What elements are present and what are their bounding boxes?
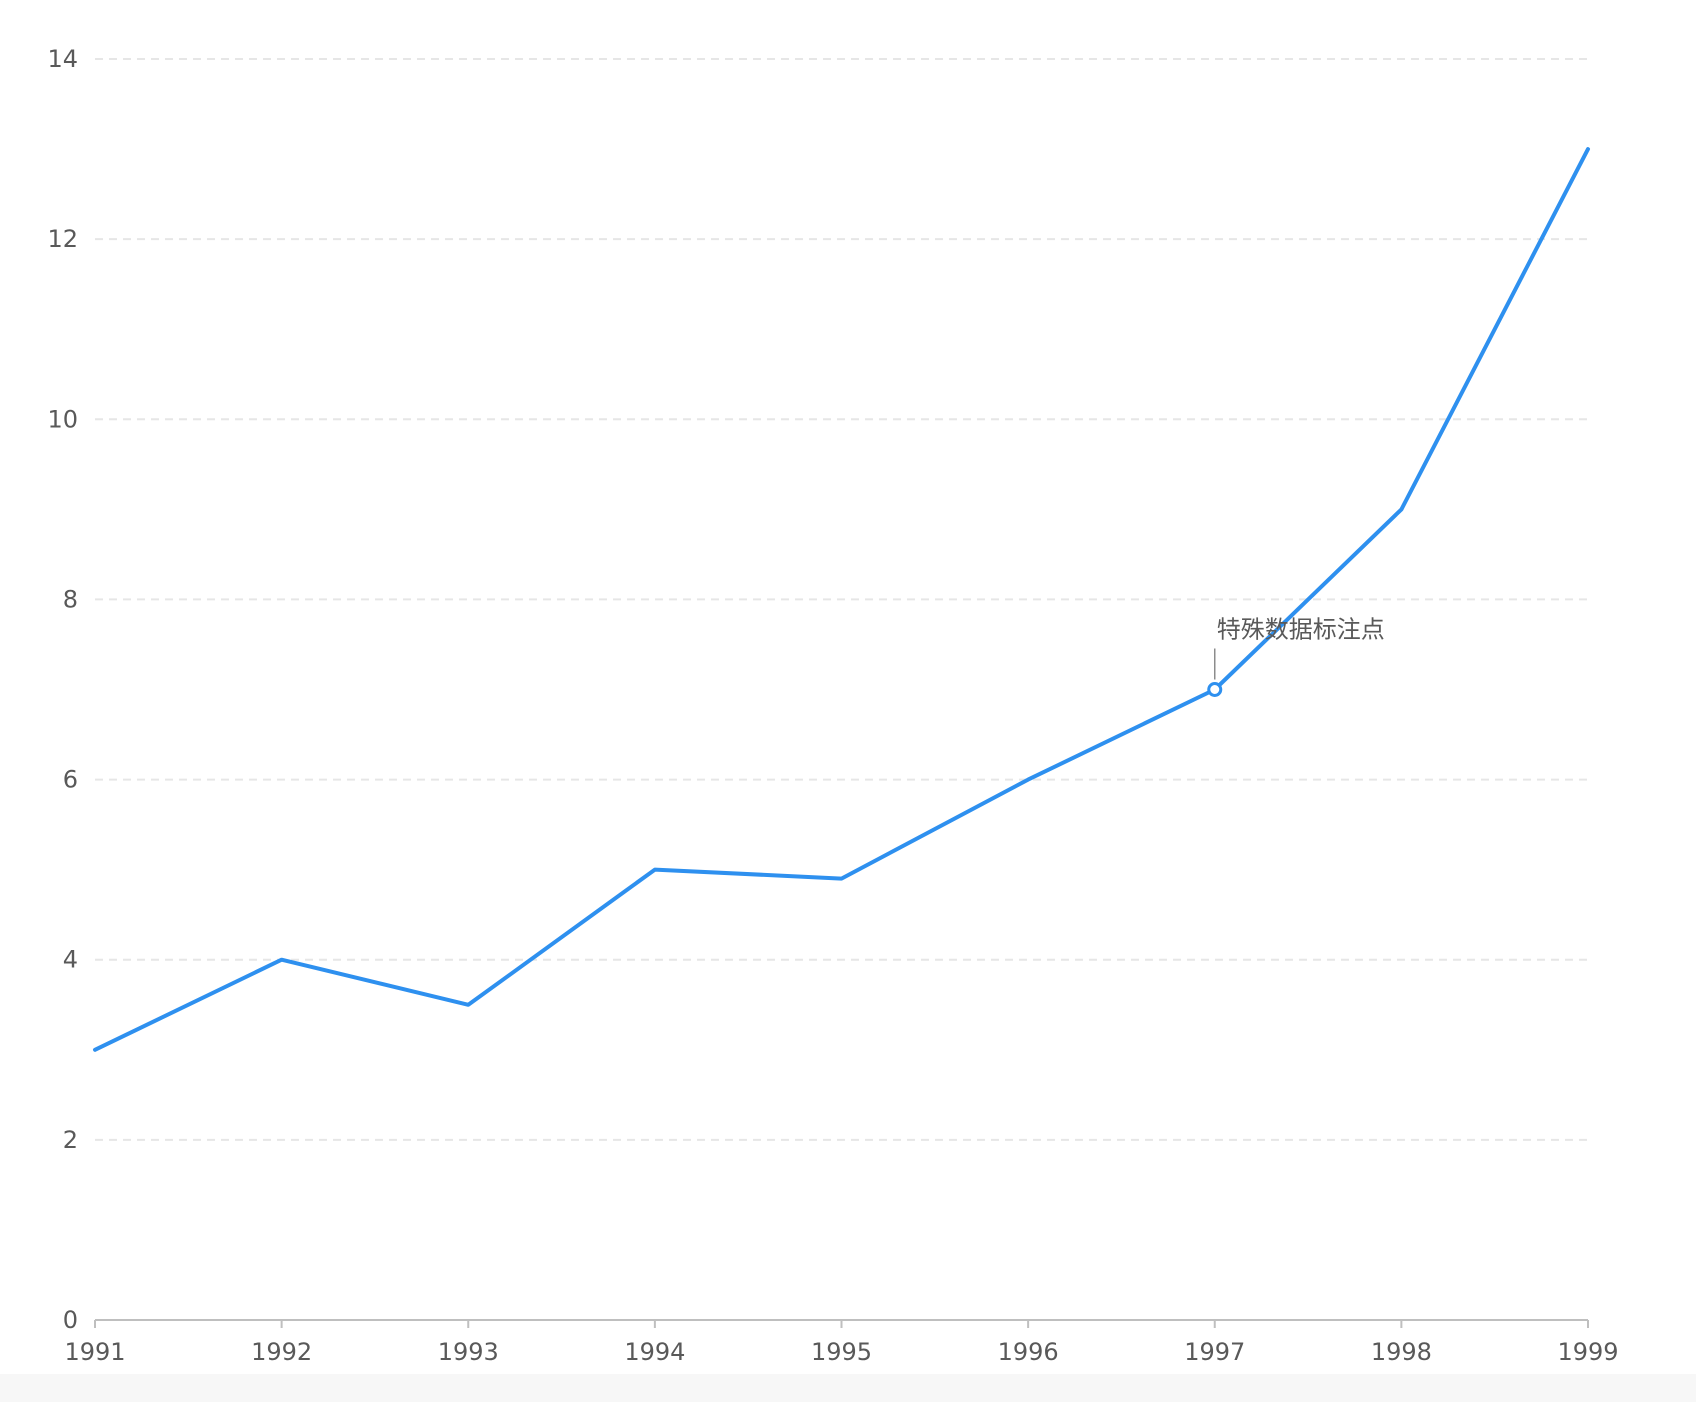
x-tick-label: 1996	[998, 1338, 1059, 1366]
grid-layer	[95, 58, 1588, 1141]
annotation-point[interactable]	[1207, 682, 1223, 697]
series-line-0	[93, 147, 1590, 1052]
y-tick-label: 12	[47, 225, 78, 253]
x-tick-label: 1991	[64, 1338, 125, 1366]
x-tick-label: 1994	[624, 1338, 685, 1366]
series-layer	[93, 147, 1590, 1052]
y-tick-label: 6	[63, 766, 78, 794]
y-tick-label: 4	[63, 946, 78, 974]
axis-layer: 0 2 4 6 8 10 12 14 1991 1992 1993 1994 1995 1996 1997 1…	[47, 45, 1618, 1366]
y-tick-label: 2	[63, 1126, 78, 1154]
bottom-band	[0, 1374, 1696, 1402]
y-tick-label: 10	[47, 405, 78, 433]
x-tick-label: 1999	[1557, 1338, 1618, 1366]
x-tick-label: 1992	[251, 1338, 312, 1366]
y-tick-label: 8	[63, 585, 78, 613]
x-tick-label: 1993	[438, 1338, 499, 1366]
y-tick-label: 0	[63, 1306, 78, 1334]
x-tick-label: 1998	[1371, 1338, 1432, 1366]
x-tick-label: 1995	[811, 1338, 872, 1366]
x-tick-label: 1997	[1184, 1338, 1245, 1366]
annotation-label: 特殊数据标注点	[1217, 616, 1385, 644]
annotation-layer: 特殊数据标注点	[1207, 616, 1385, 697]
y-tick-label: 14	[47, 45, 78, 73]
